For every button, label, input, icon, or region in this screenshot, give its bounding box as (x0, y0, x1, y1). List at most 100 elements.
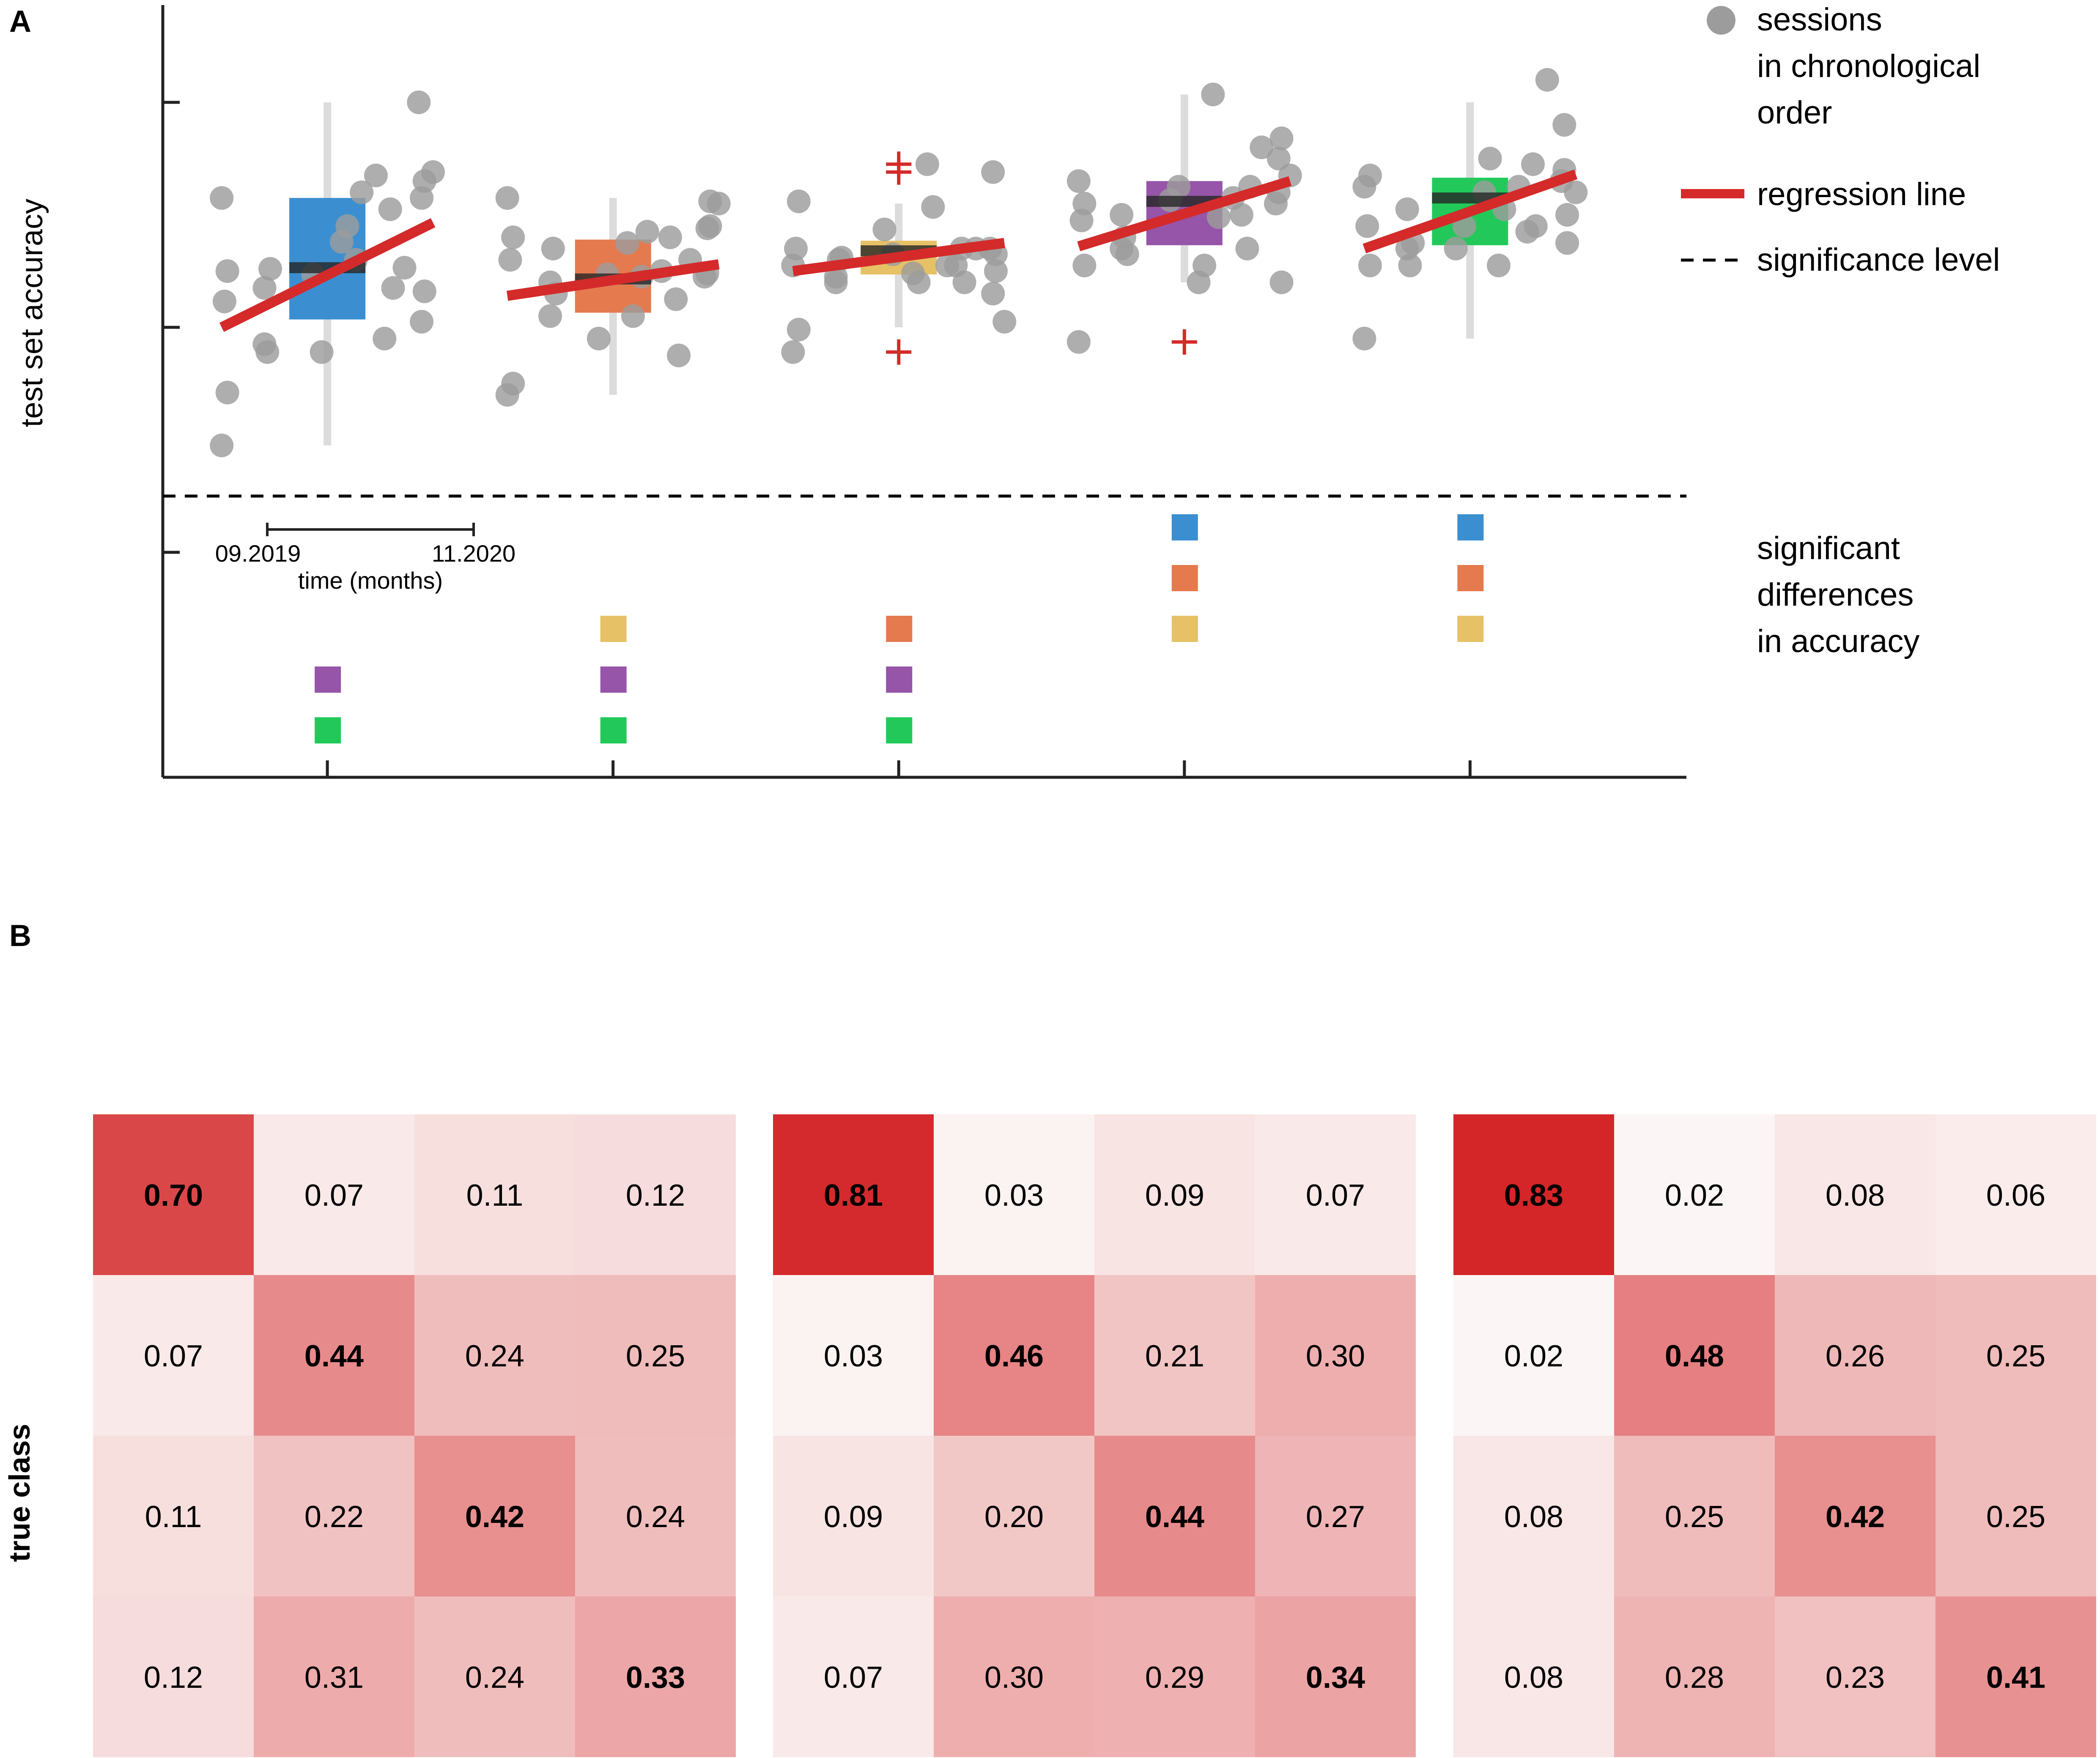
heatmap-value: 0.33 (626, 1661, 685, 1695)
legend-regression-label: regression line (1757, 176, 1966, 212)
session-point (310, 340, 334, 364)
comparison-marker (1171, 616, 1198, 642)
legend-differences-line-3: in accuracy (1757, 623, 1919, 659)
heatmap-value: 0.08 (1826, 1179, 1885, 1212)
heatmap-value: 0.70 (144, 1179, 203, 1212)
group-single-session (210, 91, 445, 777)
session-point (824, 270, 848, 294)
session-point (1066, 330, 1091, 354)
session-point (1552, 113, 1576, 137)
heatmap-value: 0.03 (984, 1179, 1044, 1212)
session-point (1444, 236, 1468, 261)
legend-sessions-line-2: in chronological (1757, 48, 1980, 84)
heatmap-cell (93, 1275, 254, 1436)
heatmap-cell (1094, 1275, 1255, 1436)
heatmaps: 0.70 0.07 0.11 0.12 0.07 0.44 0.24 0.25 0.11 0.22… (93, 1114, 2096, 1757)
heatmap-cell (254, 1596, 414, 1757)
comparison-marker (600, 717, 627, 743)
session-point (1201, 82, 1225, 107)
session-point (787, 318, 811, 342)
group-combined-w-norm (1352, 68, 1588, 777)
heatmap-cell (575, 1275, 736, 1436)
session-point (212, 289, 236, 313)
heatmap-value: 0.23 (1826, 1661, 1885, 1695)
session-point (944, 253, 968, 277)
heatmap-cell (575, 1114, 736, 1275)
heatmap-value: 0.24 (626, 1500, 685, 1534)
outlier-marker (886, 151, 912, 177)
heatmap-value: 0.46 (984, 1339, 1044, 1373)
heatmap-value: 0.22 (304, 1500, 364, 1534)
heatmap-cell (1255, 1275, 1416, 1436)
session-point (210, 186, 234, 210)
session-point (1250, 135, 1274, 159)
session-point (1521, 152, 1545, 176)
comparison-marker (315, 717, 341, 743)
session-point (695, 216, 719, 240)
heatmap-value: 0.29 (1145, 1661, 1204, 1695)
session-point (915, 152, 939, 176)
session-point (1555, 231, 1579, 255)
heatmap-cell (1453, 1114, 1614, 1275)
heatmap-cell (93, 1114, 254, 1275)
session-point (364, 163, 388, 187)
panel-a: A test set accuracy 09.2019 11.2020 time… (9, 2, 2000, 779)
session-point (541, 236, 565, 261)
heatmap-value: 0.34 (1306, 1661, 1365, 1695)
time-axis-end-label: 11.2020 (432, 540, 515, 567)
heatmap-cell (773, 1436, 934, 1596)
heatmap-cell (575, 1436, 736, 1596)
heatmap-value: 0.11 (466, 1179, 524, 1212)
session-point (635, 219, 659, 244)
session-point (1066, 169, 1091, 193)
heatmap-cell (1255, 1596, 1416, 1757)
heatmap-cell (1094, 1114, 1255, 1275)
session-point (1115, 242, 1139, 266)
regression-line (1363, 169, 1578, 254)
session-point (498, 248, 522, 272)
heatmap-cell (93, 1436, 254, 1596)
heatmap-value: 0.12 (626, 1179, 685, 1212)
heatmap-value: 0.42 (1826, 1500, 1885, 1534)
heatmap-cell (254, 1114, 414, 1275)
session-point (1555, 203, 1579, 227)
panel-b: B true class 0.70 0.07 0.11 0.12 0.07 0.44 0.2… (3, 919, 2096, 1757)
session-point (992, 310, 1017, 334)
session-point (215, 259, 239, 283)
comparison-marker (886, 666, 913, 693)
session-point (1267, 147, 1291, 170)
heatmap-value: 0.26 (1826, 1339, 1885, 1373)
session-point (495, 186, 519, 210)
session-point (1515, 219, 1539, 244)
heatmap-value: 0.24 (465, 1661, 524, 1695)
session-point (787, 189, 811, 214)
panel-a-label: A (9, 5, 31, 38)
group-transfer-w-o-norm (495, 186, 731, 777)
outlier-marker (886, 339, 912, 365)
comparison-marker (1457, 514, 1484, 540)
heatmap-value: 0.02 (1665, 1179, 1724, 1212)
comparison-marker (886, 717, 913, 743)
session-point (921, 195, 945, 219)
session-point (781, 340, 805, 364)
session-point (410, 310, 434, 334)
session-point (1235, 236, 1259, 261)
heatmap-value: 0.24 (465, 1339, 524, 1373)
session-point (258, 257, 282, 281)
heatmap-cell (1775, 1114, 1936, 1275)
chart-groups (210, 68, 1588, 777)
comparison-marker (600, 666, 627, 693)
comparison-marker (886, 616, 913, 642)
axes-a (161, 5, 1686, 779)
heatmap-cell (934, 1114, 1094, 1275)
heatmap-value: 0.20 (984, 1500, 1044, 1534)
heatmap-cell (93, 1596, 254, 1757)
regression-line (219, 218, 436, 332)
heatmap-cell (1614, 1114, 1775, 1275)
heatmap-cell (1936, 1275, 2096, 1436)
session-point (501, 372, 525, 395)
heatmap-value: 0.08 (1504, 1661, 1563, 1695)
session-point (210, 433, 234, 458)
session-point (1229, 203, 1253, 227)
